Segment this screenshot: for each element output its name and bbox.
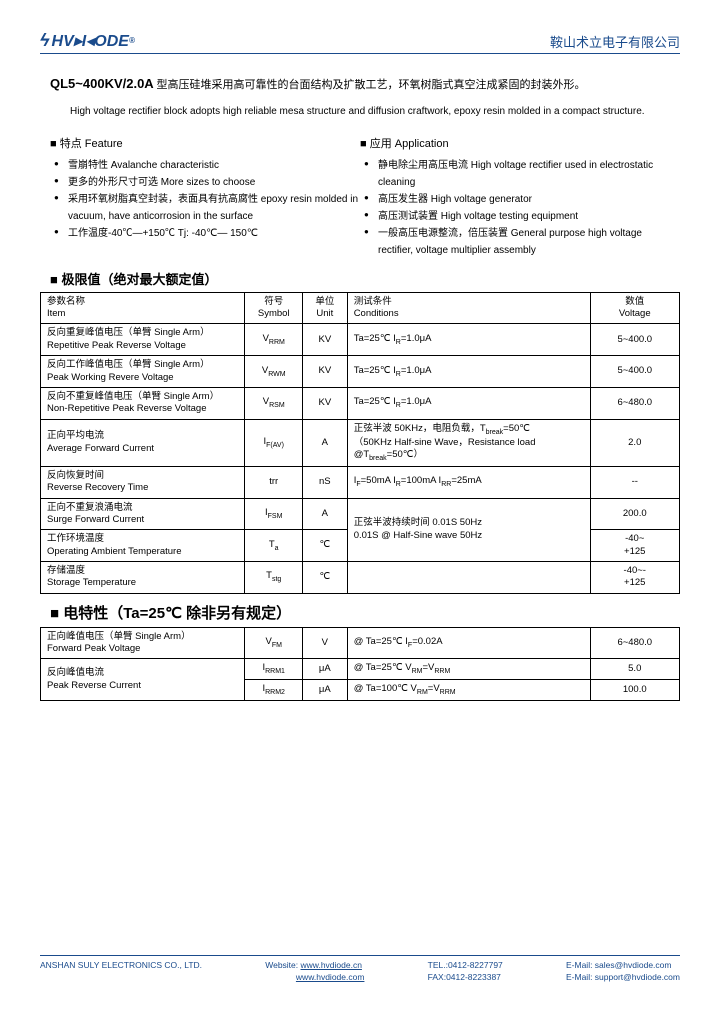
table-row: 反向重复峰值电压（单臂 Single Arm）Repetitive Peak R… <box>41 324 680 356</box>
applications-col: ■ 应用 Application 静电除尘用高压电流 High voltage … <box>360 135 670 259</box>
footer-website2[interactable]: www.hvdiode.com <box>296 972 365 982</box>
title-line: QL5~400KV/2.0A 型高压硅堆采用高可靠性的台面结构及扩散工艺，环氧树… <box>50 74 670 95</box>
limits-table: 参数名称Item 符号Symbol 单位Unit 测试条件Conditions … <box>40 292 680 594</box>
footer-fax: FAX:0412-8223387 <box>428 972 501 982</box>
logo-text: HV▸I◂ODE <box>52 31 129 51</box>
feature-item: 采用环氧树脂真空封装，表面具有抗高腐性 epoxy resin molded i… <box>68 191 360 225</box>
th-value: 数值Voltage <box>590 292 679 324</box>
footer-tel: TEL.:0412-8227797 <box>428 960 503 970</box>
desc-en: High voltage rectifier block adopts high… <box>50 103 670 121</box>
table-row: 正向平均电流Average Forward CurrentIF(AV)A正弦半波… <box>41 419 680 466</box>
company-name-cn: 鞍山术立电子有限公司 <box>550 32 680 51</box>
feature-item: 更多的外形尺寸可选 More sizes to choose <box>68 174 360 191</box>
footer-website-label: Website: <box>265 960 298 970</box>
th-item: 参数名称Item <box>41 292 245 324</box>
applications-title: ■ 应用 Application <box>360 135 670 151</box>
features-title: ■ 特点 Feature <box>50 135 360 151</box>
application-item: 一般高压电源整流，倍压装置 General purpose high volta… <box>378 225 670 259</box>
th-conditions: 测试条件Conditions <box>347 292 590 324</box>
table-row: 正向不重复浪涌电流Surge Forward CurrentIFSMA正弦半波持… <box>41 498 680 530</box>
application-item: 高压发生器 High voltage generator <box>378 191 670 208</box>
desc-cn: 型高压硅堆采用高可靠性的台面结构及扩散工艺，环氧树脂式真空注成紧固的封装外形。 <box>156 79 585 91</box>
table-row: 存储温度Storage TemperatureTstg℃-40~-+125 <box>41 561 680 593</box>
logo: ϟ HV▸I◂ODE ® <box>40 30 135 51</box>
feature-item: 工作温度-40℃—+150℃ Tj: -40℃— 150℃ <box>68 225 360 242</box>
logo-sup: ® <box>129 36 135 45</box>
logo-icon: ϟ <box>40 30 50 51</box>
page-footer: ANSHAN SULY ELECTRONICS CO., LTD. Websit… <box>40 955 680 984</box>
footer-company: ANSHAN SULY ELECTRONICS CO., LTD. <box>40 960 202 984</box>
footer-email1: E-Mail: sales@hvdiode.com <box>566 960 671 970</box>
part-number: QL5~400KV/2.0A <box>50 76 154 91</box>
th-symbol: 符号Symbol <box>245 292 303 324</box>
application-item: 静电除尘用高压电流 High voltage rectifier used in… <box>378 157 670 191</box>
limits-title: ■ 极限值（绝对最大额定值） <box>50 269 680 288</box>
footer-email2: E-Mail: support@hvdiode.com <box>566 972 680 982</box>
table-row: 反向峰值电流Peak Reverse CurrentIRRM1μA@ Ta=25… <box>41 659 680 680</box>
table-row: 反向恢复时间Reverse Recovery TimetrrnSIF=50mA … <box>41 466 680 498</box>
table-row: 正向峰值电压（单臂 Single Arm）Forward Peak Voltag… <box>41 627 680 659</box>
features-col: ■ 特点 Feature 雪崩特性 Avalanche characterist… <box>50 135 360 259</box>
table-row: 反向工作峰值电压（单臂 Single Arm）Peak Working Reve… <box>41 356 680 388</box>
elec-title: ■ 电特性（Ta=25℃ 除非另有规定） <box>50 602 680 623</box>
th-unit: 单位Unit <box>302 292 347 324</box>
table-row: 反向不重复峰值电压（单臂 Single Arm）Non-Repetitive P… <box>41 387 680 419</box>
footer-website1[interactable]: www.hvdiode.cn <box>301 960 362 970</box>
feature-item: 雪崩特性 Avalanche characteristic <box>68 157 360 174</box>
elec-table: 正向峰值电压（单臂 Single Arm）Forward Peak Voltag… <box>40 627 680 702</box>
page-header: ϟ HV▸I◂ODE ® 鞍山术立电子有限公司 <box>40 30 680 54</box>
application-item: 高压测试装置 High voltage testing equipment <box>378 208 670 225</box>
